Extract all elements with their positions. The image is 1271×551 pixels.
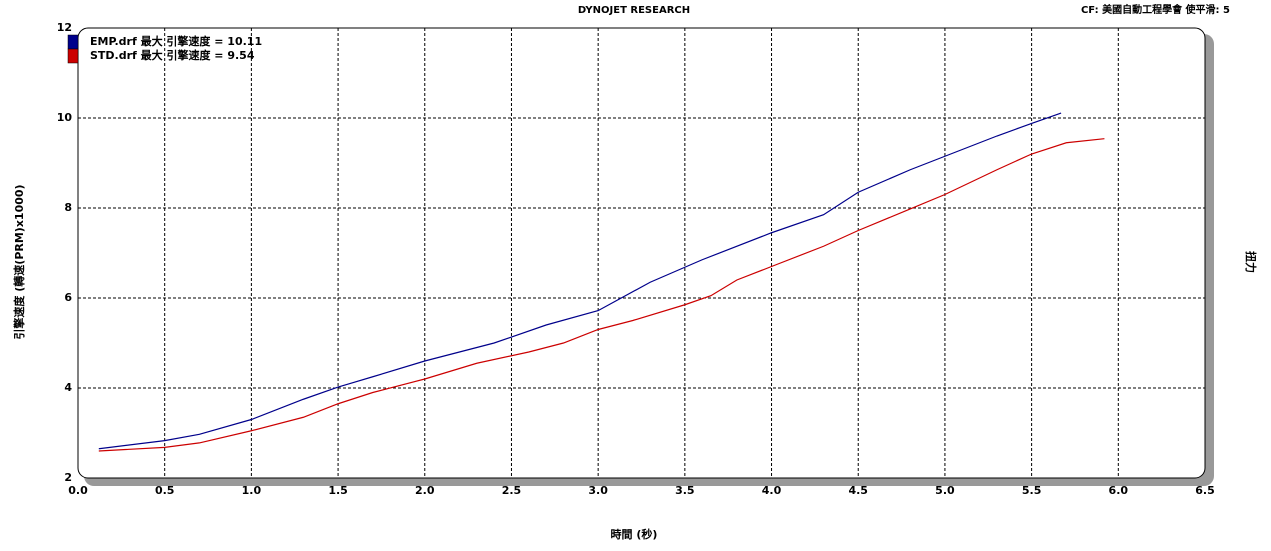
x-tick-label: 6.5 bbox=[1195, 484, 1215, 497]
y-tick-label: 12 bbox=[57, 21, 72, 34]
y-tick-label: 6 bbox=[64, 291, 72, 304]
chart-title: DYNOJET RESEARCH bbox=[578, 5, 690, 16]
x-axis-label: 時間 (秒) bbox=[611, 527, 658, 541]
y-axis-label: 引擎速度 (轉速(PRM)x1000) bbox=[12, 184, 26, 339]
data-line bbox=[98, 112, 1062, 450]
legend-label: EMP.drf 最大 引擎速度 = 10.11 bbox=[90, 34, 262, 48]
x-tick-label: 0.0 bbox=[68, 484, 88, 497]
x-tick-label: 1.0 bbox=[242, 484, 262, 497]
legend-swatch bbox=[67, 34, 79, 50]
legend-swatch bbox=[67, 48, 79, 64]
x-tick-label: 3.0 bbox=[588, 484, 608, 497]
x-tick-label: 6.0 bbox=[1109, 484, 1129, 497]
chart-subtitle: CF: 美國自動工程學會 使平滑: 5 bbox=[1081, 3, 1230, 16]
plot-area bbox=[77, 27, 1206, 479]
x-tick-label: 0.5 bbox=[155, 484, 175, 497]
x-tick-label: 5.0 bbox=[935, 484, 955, 497]
x-tick-label: 4.0 bbox=[762, 484, 782, 497]
y2-axis-label: 扭力 bbox=[1244, 251, 1258, 273]
x-tick-label: 2.0 bbox=[415, 484, 435, 497]
y-tick-label: 4 bbox=[64, 381, 72, 394]
x-tick-label: 4.5 bbox=[848, 484, 868, 497]
x-tick-label: 3.5 bbox=[675, 484, 695, 497]
x-tick-label: 1.5 bbox=[328, 484, 348, 497]
legend-label: STD.drf 最大 引擎速度 = 9.54 bbox=[90, 48, 255, 62]
y-tick-label: 8 bbox=[64, 201, 72, 214]
y-tick-label: 2 bbox=[64, 471, 72, 484]
x-tick-label: 2.5 bbox=[502, 484, 522, 497]
y-tick-label: 10 bbox=[57, 111, 73, 124]
data-line bbox=[98, 138, 1105, 452]
x-tick-label: 5.5 bbox=[1022, 484, 1042, 497]
